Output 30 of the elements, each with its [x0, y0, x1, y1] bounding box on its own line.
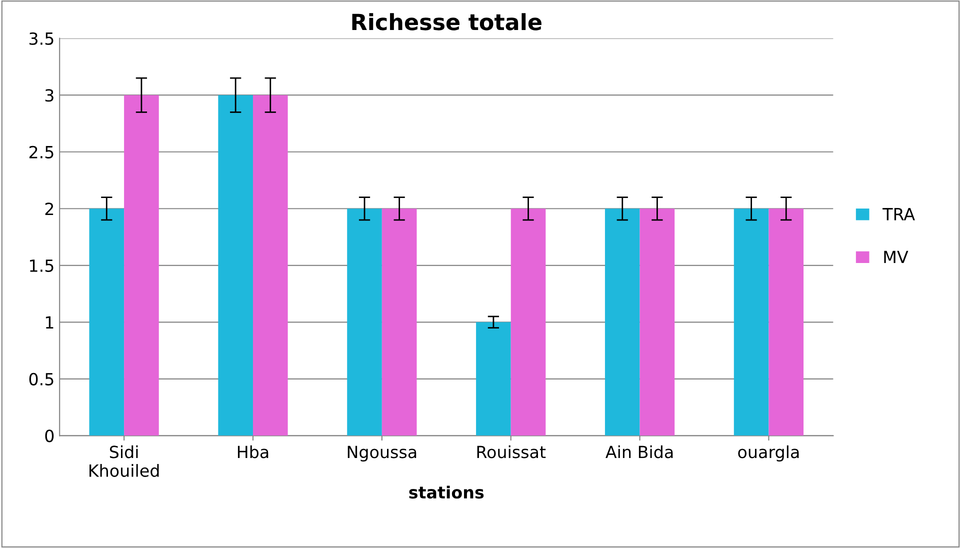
y-tick-label: 2: [45, 202, 54, 215]
y-tick-label: 0.5: [29, 372, 54, 386]
y-tick-label: 3.5: [29, 32, 54, 45]
bar: [218, 95, 253, 436]
y-tick-label: 1: [46, 316, 54, 328]
y-tick-label: 0: [45, 430, 54, 442]
bar: [347, 208, 382, 436]
bar: [124, 95, 159, 436]
x-tick-label: Rouissat: [477, 445, 546, 458]
bar: [382, 208, 417, 436]
x-tick-label: ouargla: [738, 445, 799, 462]
bar: [640, 208, 675, 436]
y-tick-label: 3: [45, 89, 54, 102]
bar: [89, 208, 124, 436]
y-tick-label: 1.5: [30, 260, 54, 272]
y-tick-label: 2.5: [29, 146, 54, 158]
bar: [604, 208, 640, 436]
x-tick-label: Sidi Khouiled: [90, 445, 159, 477]
x-tick-label: Hba: [238, 445, 268, 458]
legend-label: MV: [884, 250, 908, 264]
x-tick-label: Ngoussa: [348, 446, 416, 462]
x-axis-title: stations: [409, 486, 484, 499]
x-tick-label: Ain Bida: [606, 445, 673, 458]
bar: [252, 95, 288, 436]
bar: [476, 322, 511, 436]
bar: [734, 208, 769, 436]
legend-label: TRA: [882, 208, 915, 220]
chart-title: Richesse totale: [352, 13, 542, 30]
bar: [510, 208, 546, 436]
bar: [768, 208, 804, 436]
